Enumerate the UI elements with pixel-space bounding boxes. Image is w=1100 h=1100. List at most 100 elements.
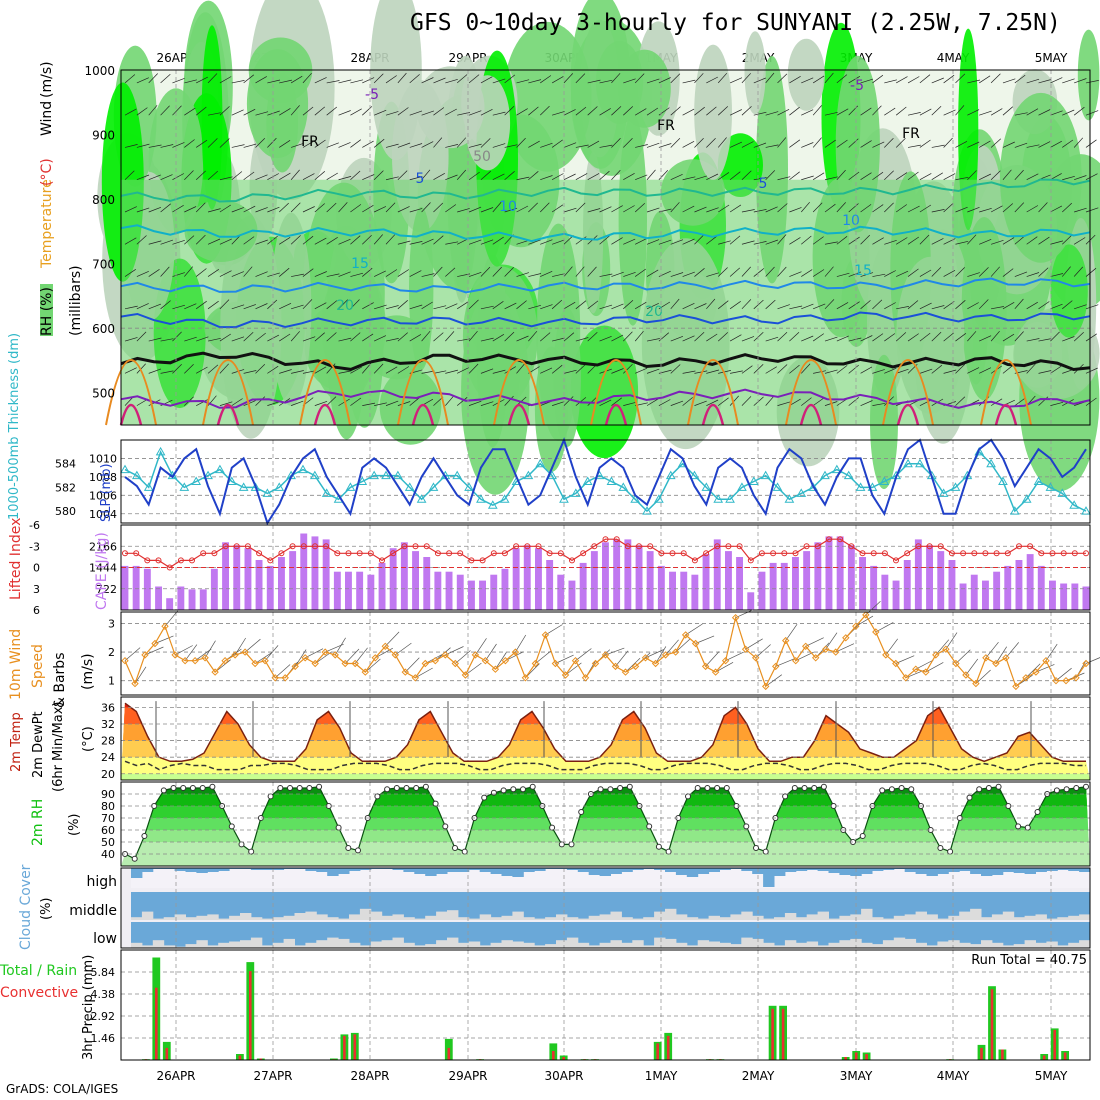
lifted-index-point: [569, 557, 575, 564]
thickness-point: [808, 482, 818, 491]
wind-barb: [599, 304, 613, 310]
wind-barb: [919, 108, 932, 116]
lifted-index-point: [122, 550, 128, 557]
wind-barb: [1062, 300, 1073, 310]
wind-barb: [492, 111, 506, 116]
wind-barb: [385, 75, 397, 84]
rh-point: [1024, 824, 1031, 831]
wind-barb: [314, 400, 328, 406]
cape-bar: [456, 574, 464, 610]
cloud-bar: [1068, 942, 1080, 948]
wind-barb: [231, 304, 245, 310]
wind-barb: [919, 173, 932, 181]
wind-barb: [812, 397, 824, 406]
rh-point: [306, 785, 313, 791]
cape-bar: [959, 583, 967, 610]
wind-barb: [1014, 169, 1024, 180]
wind-barb-10m: [925, 662, 944, 673]
thickness-point: [357, 476, 368, 485]
cloud-bar: [872, 944, 884, 948]
wind-barb-10m: [885, 638, 898, 656]
wind-speed-point: [992, 659, 1000, 668]
wind-barb: [267, 365, 279, 374]
wind-barb: [587, 300, 599, 310]
thickness-point: [215, 464, 225, 474]
wind-barb: [124, 237, 137, 245]
wind-barb: [445, 267, 456, 277]
lifted-index-point: [803, 543, 810, 550]
cloud-high-bar: [784, 868, 797, 872]
cloud-bar: [131, 942, 143, 948]
cloud-bar: [370, 941, 383, 948]
cloud-bar: [1046, 918, 1058, 920]
cloud-bar: [577, 942, 590, 948]
wind-barb: [516, 272, 530, 277]
wind-barb: [931, 209, 945, 213]
cloud-bar: [457, 917, 470, 920]
wind-barb: [1085, 80, 1099, 84]
wind-barb: [670, 400, 684, 406]
date-label-bottom: 26APR: [156, 1069, 195, 1083]
wind-barb: [1026, 363, 1036, 374]
wind-barb-10m: [184, 644, 198, 661]
wind-barb: [967, 234, 977, 245]
cloud-bar: [240, 913, 252, 920]
cloud-bar: [981, 917, 993, 920]
wind-speed-point: [131, 679, 139, 688]
wind-barb-10m: [385, 631, 400, 647]
cloud-bar: [556, 914, 568, 920]
thickness-point: [713, 494, 724, 503]
wind-speed-point: [852, 622, 860, 631]
contour-label: FR: [657, 118, 675, 134]
wind-barb: [670, 335, 684, 342]
wind-barb: [943, 332, 954, 342]
cape-bar: [970, 574, 978, 610]
precip-convective-bar: [165, 1047, 169, 1060]
wind-barb-10m: [875, 622, 894, 633]
cape-bar: [579, 562, 587, 610]
temp-area-band: [123, 703, 949, 724]
wind-barb: [421, 273, 435, 277]
wind-barb: [1062, 109, 1075, 116]
cloud-bar: [686, 945, 699, 948]
cloud-high-bar: [1057, 868, 1069, 870]
cloud-high-bar: [795, 868, 808, 871]
wind-barb: [789, 305, 803, 310]
wind-barb: [623, 138, 633, 148]
cloud-bar: [708, 941, 720, 948]
rh-shade: [694, 44, 732, 180]
wind-barb: [765, 144, 779, 148]
wind-barb: [1073, 237, 1086, 245]
wind-barb: [967, 367, 980, 374]
millibars-axis-label: (millibars): [68, 265, 84, 336]
wind-barb: [884, 302, 896, 310]
wind-barb: [717, 300, 729, 310]
lifted-index-point: [893, 557, 899, 564]
wind-speed-point: [591, 659, 600, 668]
rh-point: [879, 787, 886, 794]
rh-point: [1053, 787, 1060, 794]
date-label-bottom: 5MAY: [1035, 1069, 1068, 1083]
wind-speed-point: [161, 622, 169, 631]
cloud-bar: [970, 908, 982, 920]
thickness-point: [464, 482, 474, 491]
wind-barb: [279, 140, 291, 148]
wind-barb: [729, 301, 741, 310]
lifted-index-point: [524, 543, 531, 550]
thickness-point: [559, 494, 569, 503]
cloud-bar: [185, 944, 197, 948]
wind-barb: [848, 236, 860, 245]
wind-barb: [551, 173, 564, 181]
rh-point: [801, 785, 808, 791]
wind-barb: [480, 401, 494, 406]
cloud-high-bar: [915, 868, 927, 874]
wind-barb-10m: [715, 661, 734, 673]
thickness-point: [938, 488, 949, 497]
cape-bar: [1037, 565, 1045, 610]
wind-barb: [290, 75, 303, 84]
cloud-frame: [120, 867, 1091, 949]
date-label-top: 5MAY: [1035, 51, 1068, 65]
rh-point: [859, 833, 866, 839]
wind-speed-point: [271, 674, 279, 682]
wind-barb: [907, 76, 920, 84]
